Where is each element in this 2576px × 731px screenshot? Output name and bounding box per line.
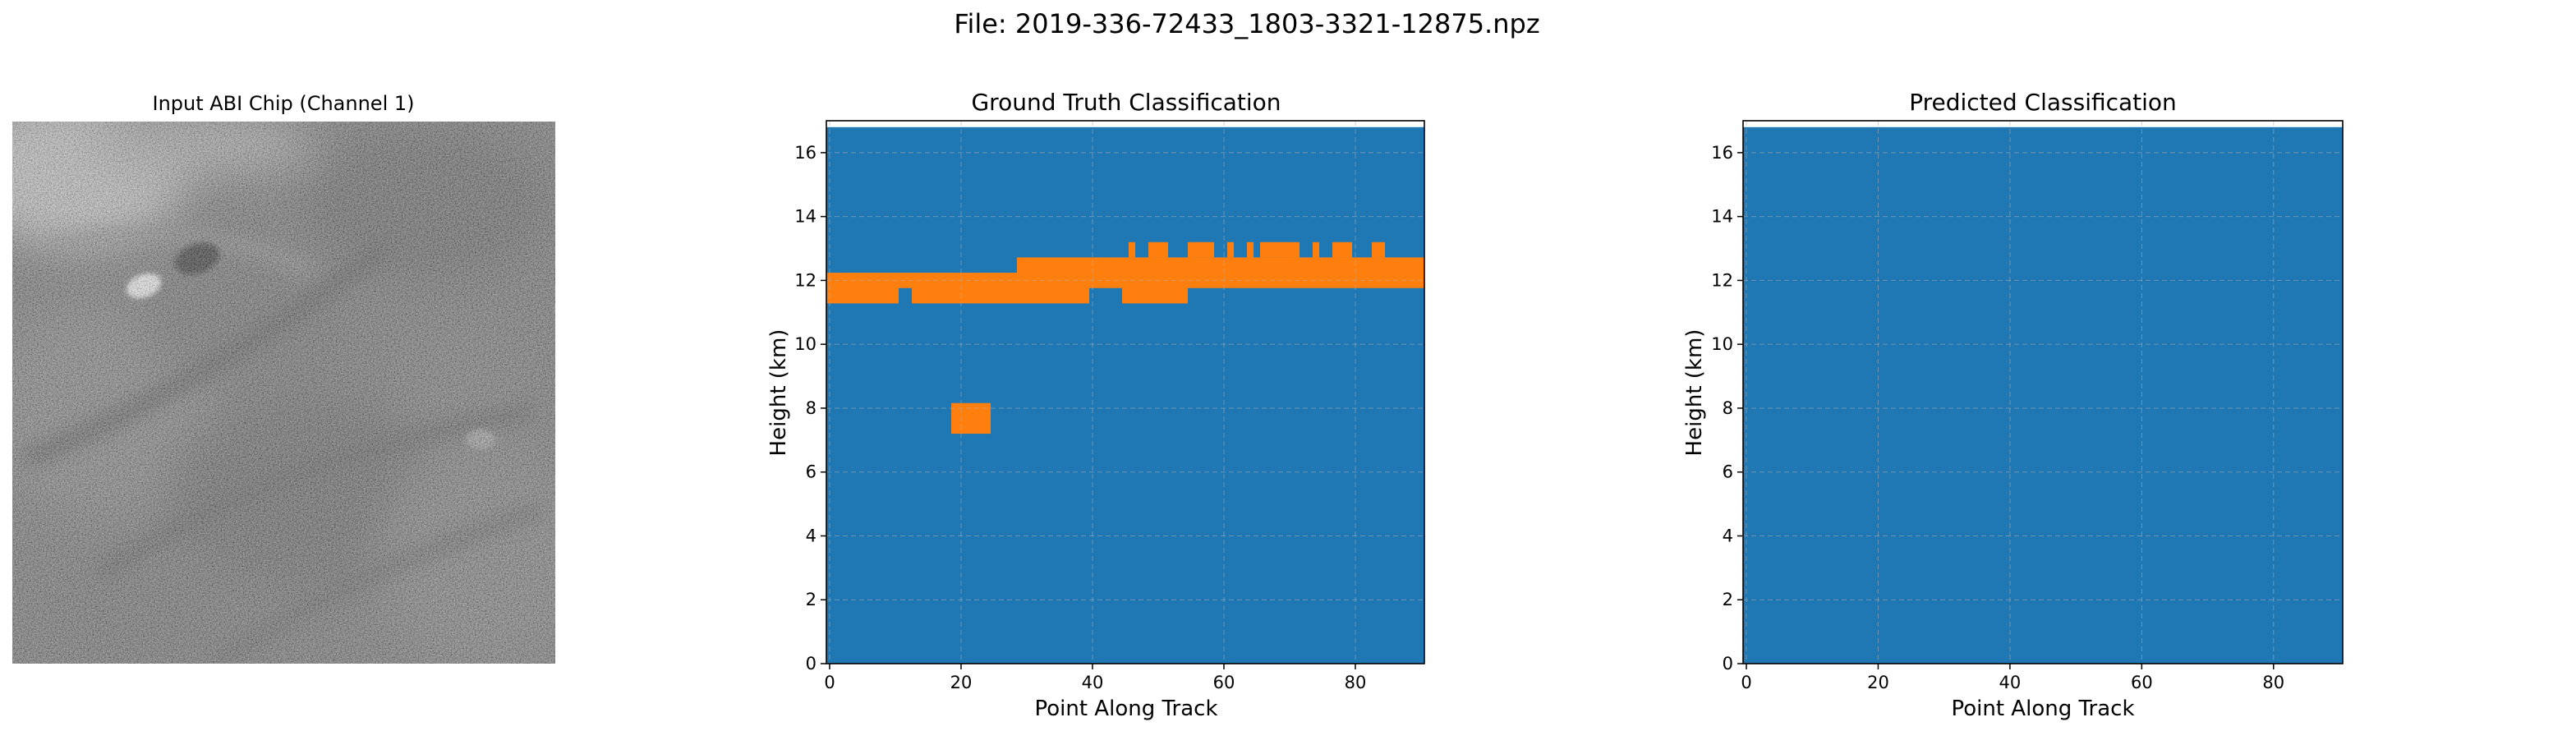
predicted-ytick-label-8: 16: [1711, 143, 1733, 163]
ground-truth-region-11: [1247, 241, 1254, 258]
ground-truth-xtick-label-3: 60: [1213, 673, 1235, 692]
predicted-xlabel: Point Along Track: [1951, 697, 2134, 721]
ground-truth-background-mesh: [826, 126, 1424, 664]
predicted-ytick-label-2: 4: [1723, 526, 1733, 545]
ground-truth-region-15: [1372, 241, 1385, 258]
ground-truth-title: Ground Truth Classification: [971, 89, 1281, 116]
ground-truth-plot: 0 20 40 60 80 0 2 4 6 8 10 12 14 16: [794, 120, 1425, 692]
ground-truth-region-9: [1188, 241, 1214, 258]
predicted-ytick-label-0: 0: [1723, 654, 1733, 674]
ground-truth-ytick-label-8: 16: [794, 143, 816, 163]
ground-truth-region-14: [1332, 241, 1352, 258]
ground-truth-ytick-label-4: 8: [806, 398, 816, 418]
predicted-ytick-label-1: 2: [1723, 590, 1733, 609]
predicted-plot: 0 20 40 60 80 0 2 4 6 8 10 12 14 16: [1711, 120, 2344, 692]
predicted-ytick-label-7: 14: [1711, 207, 1733, 227]
abi-chip-image: [12, 122, 555, 664]
ground-truth-region-10: [1227, 241, 1234, 258]
predicted-background-mesh: [1743, 126, 2343, 664]
abi-chip-title: Input ABI Chip (Channel 1): [152, 92, 414, 115]
ground-truth-region-7: [1129, 241, 1135, 258]
predicted-frame: [1742, 120, 2344, 664]
predicted-ytick-label-6: 12: [1711, 270, 1733, 290]
predicted-xtick-label-2: 40: [1999, 673, 2022, 692]
ground-truth-region-8: [1148, 241, 1168, 258]
ground-truth-ytick-label-1: 2: [806, 590, 816, 609]
ground-truth-xtick-label-0: 0: [824, 673, 835, 692]
abi-chip-panel: Input ABI Chip (Channel 1): [12, 92, 555, 664]
ground-truth-region-16: [951, 402, 991, 434]
ground-truth-ytick-label-5: 10: [794, 334, 816, 354]
ground-truth-ylabel: Height (km): [766, 329, 791, 457]
ground-truth-region-12: [1260, 241, 1300, 258]
predicted-xtick-label-4: 80: [2262, 673, 2284, 692]
predicted-xtick-label-0: 0: [1741, 673, 1751, 692]
ground-truth-region-13: [1313, 241, 1319, 258]
ground-truth-ytick-label-0: 0: [806, 654, 816, 674]
predicted-ytick-label-5: 10: [1711, 334, 1733, 354]
ground-truth-xtick-label-2: 40: [1082, 673, 1104, 692]
predicted-ylabel: Height (km): [1682, 329, 1707, 457]
ground-truth-panel: Ground Truth Classification 0 20 40 60 80 0 2 4…: [766, 89, 1425, 721]
ground-truth-frame: [826, 120, 1425, 664]
ground-truth-ytick-label-2: 4: [806, 526, 816, 545]
ground-truth-xlabel: Point Along Track: [1034, 697, 1217, 721]
predicted-title: Predicted Classification: [1909, 89, 2177, 116]
ground-truth-xtick-label-1: 20: [950, 673, 973, 692]
ground-truth-region-0: [826, 273, 899, 304]
ground-truth-region-2: [912, 273, 1017, 304]
predicted-ytick-label-4: 8: [1723, 398, 1733, 418]
predicted-panel: Predicted Classification 0 20 40 60 80 0 2 4 6 8 1…: [1682, 89, 2344, 721]
ground-truth-xtick-label-4: 80: [1345, 673, 1367, 692]
ground-truth-region-6: [1188, 257, 1424, 288]
predicted-xtick-label-3: 60: [2131, 673, 2153, 692]
predicted-ytick-label-3: 6: [1723, 462, 1733, 482]
ground-truth-region-4: [1089, 257, 1122, 288]
predicted-xtick-label-1: 20: [1867, 673, 1889, 692]
ground-truth-ytick-label-3: 6: [806, 462, 816, 482]
ground-truth-ytick-label-7: 14: [794, 207, 816, 227]
ground-truth-ytick-label-6: 12: [794, 270, 816, 290]
figure-title: File: 2019-336-72433_1803-3321-12875.npz: [954, 8, 1539, 39]
